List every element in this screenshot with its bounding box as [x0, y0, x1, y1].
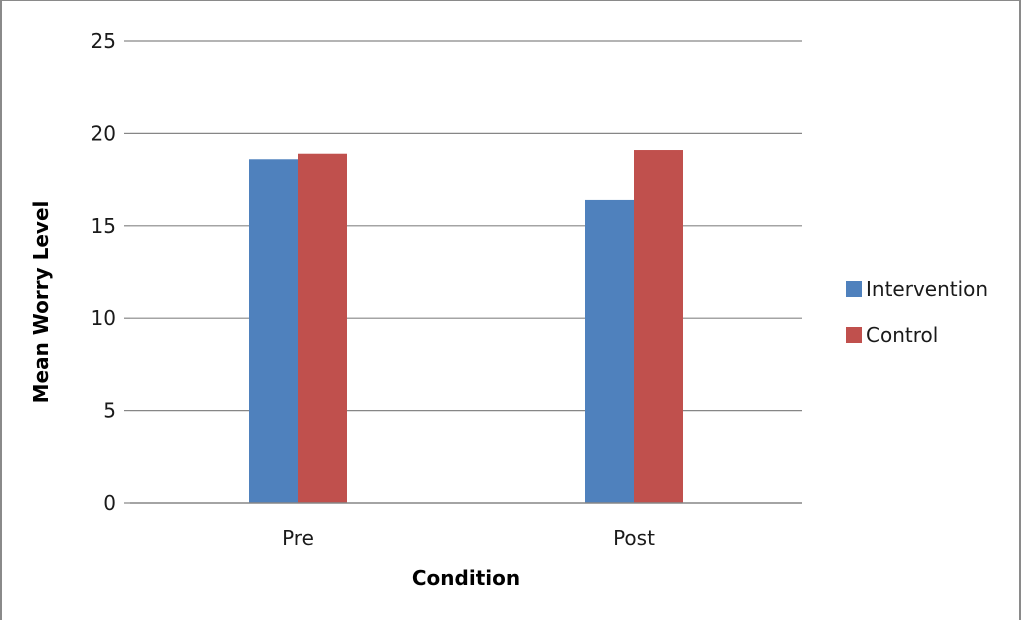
bar-intervention-post [585, 199, 634, 504]
bar-control-pre [298, 153, 347, 503]
y-axis-ticks: 0 5 10 15 20 25 [91, 29, 116, 515]
x-tick-label: Post [613, 526, 655, 550]
y-tick-label: 5 [103, 399, 116, 423]
legend-label-control: Control [866, 323, 938, 347]
legend-label-intervention: Intervention [866, 277, 988, 301]
y-axis-title: Mean Worry Level [29, 201, 53, 404]
bar-intervention-pre [249, 159, 298, 503]
y-tick-label: 25 [91, 29, 116, 53]
x-axis-ticks: Pre Post [282, 526, 655, 550]
y-tick-label: 0 [103, 491, 116, 515]
bars [249, 150, 683, 504]
bar-control-post [634, 150, 683, 504]
y-tick-label: 15 [91, 214, 116, 238]
x-tick-label: Pre [282, 526, 314, 550]
y-tick-label: 10 [91, 306, 116, 330]
gridlines [124, 40, 802, 504]
legend: Intervention Control [846, 277, 988, 347]
y-tick-label: 20 [91, 121, 116, 145]
legend-swatch-control [846, 327, 862, 343]
legend-swatch-intervention [846, 281, 862, 297]
x-axis-title: Condition [412, 566, 520, 590]
